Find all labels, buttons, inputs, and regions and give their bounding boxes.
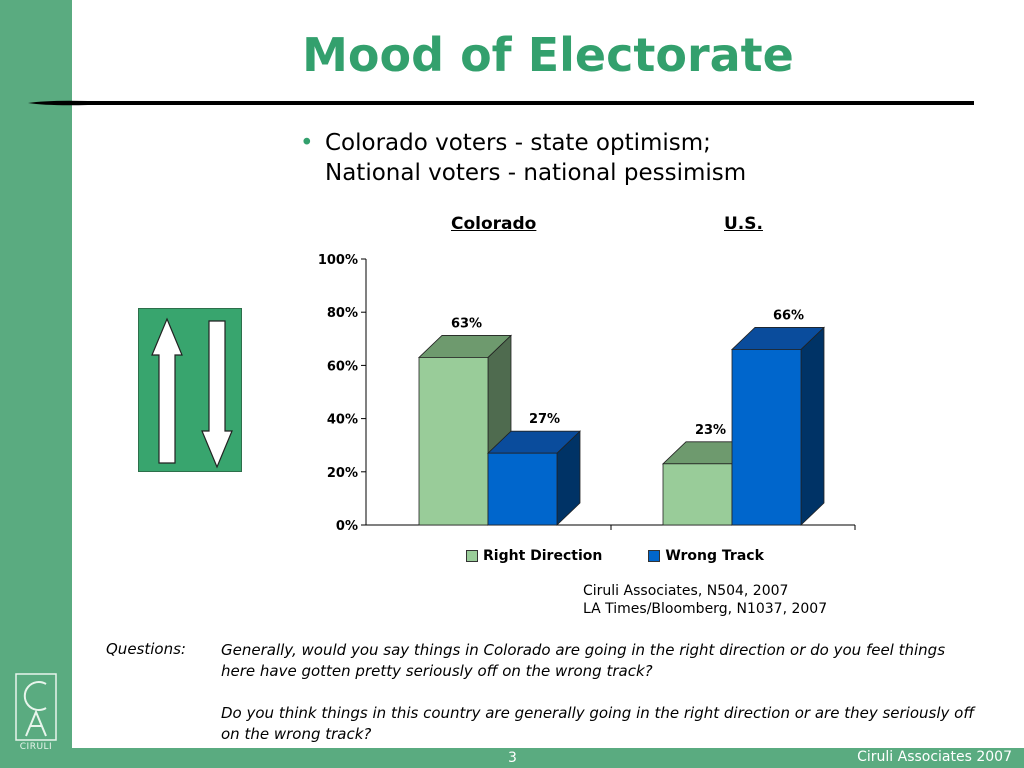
legend-item-wrong-track: Wrong Track	[648, 548, 764, 564]
bar-front	[662, 463, 733, 526]
data-label-wrong-track-0: 27%	[529, 412, 560, 427]
legend-swatch-right-direction	[466, 550, 478, 562]
y-tick-label: 40%	[327, 413, 358, 428]
source-note: Ciruli Associates, N504, 2007 LA Times/B…	[583, 582, 827, 618]
y-tick-label: 0%	[336, 519, 358, 534]
y-tick-label: 80%	[327, 306, 358, 321]
chart-legend: Right Direction Wrong Track	[466, 548, 800, 564]
bar-front	[731, 349, 802, 526]
bar-front	[487, 452, 558, 526]
bullet-dot-icon: •	[300, 130, 314, 156]
direction-arrows-graphic	[138, 308, 242, 472]
legend-label-wrong-track: Wrong Track	[665, 548, 764, 564]
chart-category-colorado: Colorado	[451, 214, 537, 234]
y-tick-label: 60%	[327, 359, 358, 374]
ciruli-logo	[15, 673, 57, 741]
bullet-point: • Colorado voters - state optimism; Nati…	[300, 128, 746, 188]
questions-label: Questions:	[106, 640, 186, 658]
legend-swatch-wrong-track	[648, 550, 661, 562]
bullet-line-2: National voters - national pessimism	[325, 160, 747, 186]
bar-wrong-track-0	[487, 430, 581, 526]
bar-front	[418, 357, 489, 526]
questions-text: Generally, would you say things in Color…	[221, 640, 981, 766]
data-label-right-direction-0: 63%	[451, 316, 482, 331]
legend-item-right-direction: Right Direction	[466, 548, 602, 564]
bar-side	[800, 326, 825, 526]
down-arrow-icon	[201, 320, 233, 469]
question-1: Generally, would you say things in Color…	[221, 641, 946, 680]
data-label-right-direction-1: 23%	[695, 423, 726, 438]
slide-title: Mood of Electorate	[302, 28, 794, 82]
source-line-2: LA Times/Bloomberg, N1037, 2007	[583, 601, 828, 617]
title-rule	[28, 100, 974, 106]
y-tick-label: 100%	[318, 253, 358, 268]
footer-credit: Ciruli Associates 2007	[857, 749, 1012, 765]
logo-text: CIRULI	[19, 742, 53, 752]
up-arrow-icon	[151, 317, 183, 464]
question-2: Do you think things in this country are …	[221, 704, 975, 743]
chart-category-us: U.S.	[724, 214, 763, 234]
footer-band: 3 Ciruli Associates 2007	[72, 748, 1024, 768]
legend-label-right-direction: Right Direction	[483, 548, 603, 564]
data-label-wrong-track-1: 66%	[773, 308, 804, 323]
sidebar-band	[0, 0, 72, 768]
bar-wrong-track-1	[731, 326, 825, 526]
y-tick-label: 20%	[327, 466, 358, 481]
source-line-1: Ciruli Associates, N504, 2007	[583, 583, 789, 599]
bullet-line-1: Colorado voters - state optimism;	[325, 130, 711, 156]
page-number: 3	[508, 750, 517, 766]
bar-right-direction-0	[418, 334, 512, 526]
